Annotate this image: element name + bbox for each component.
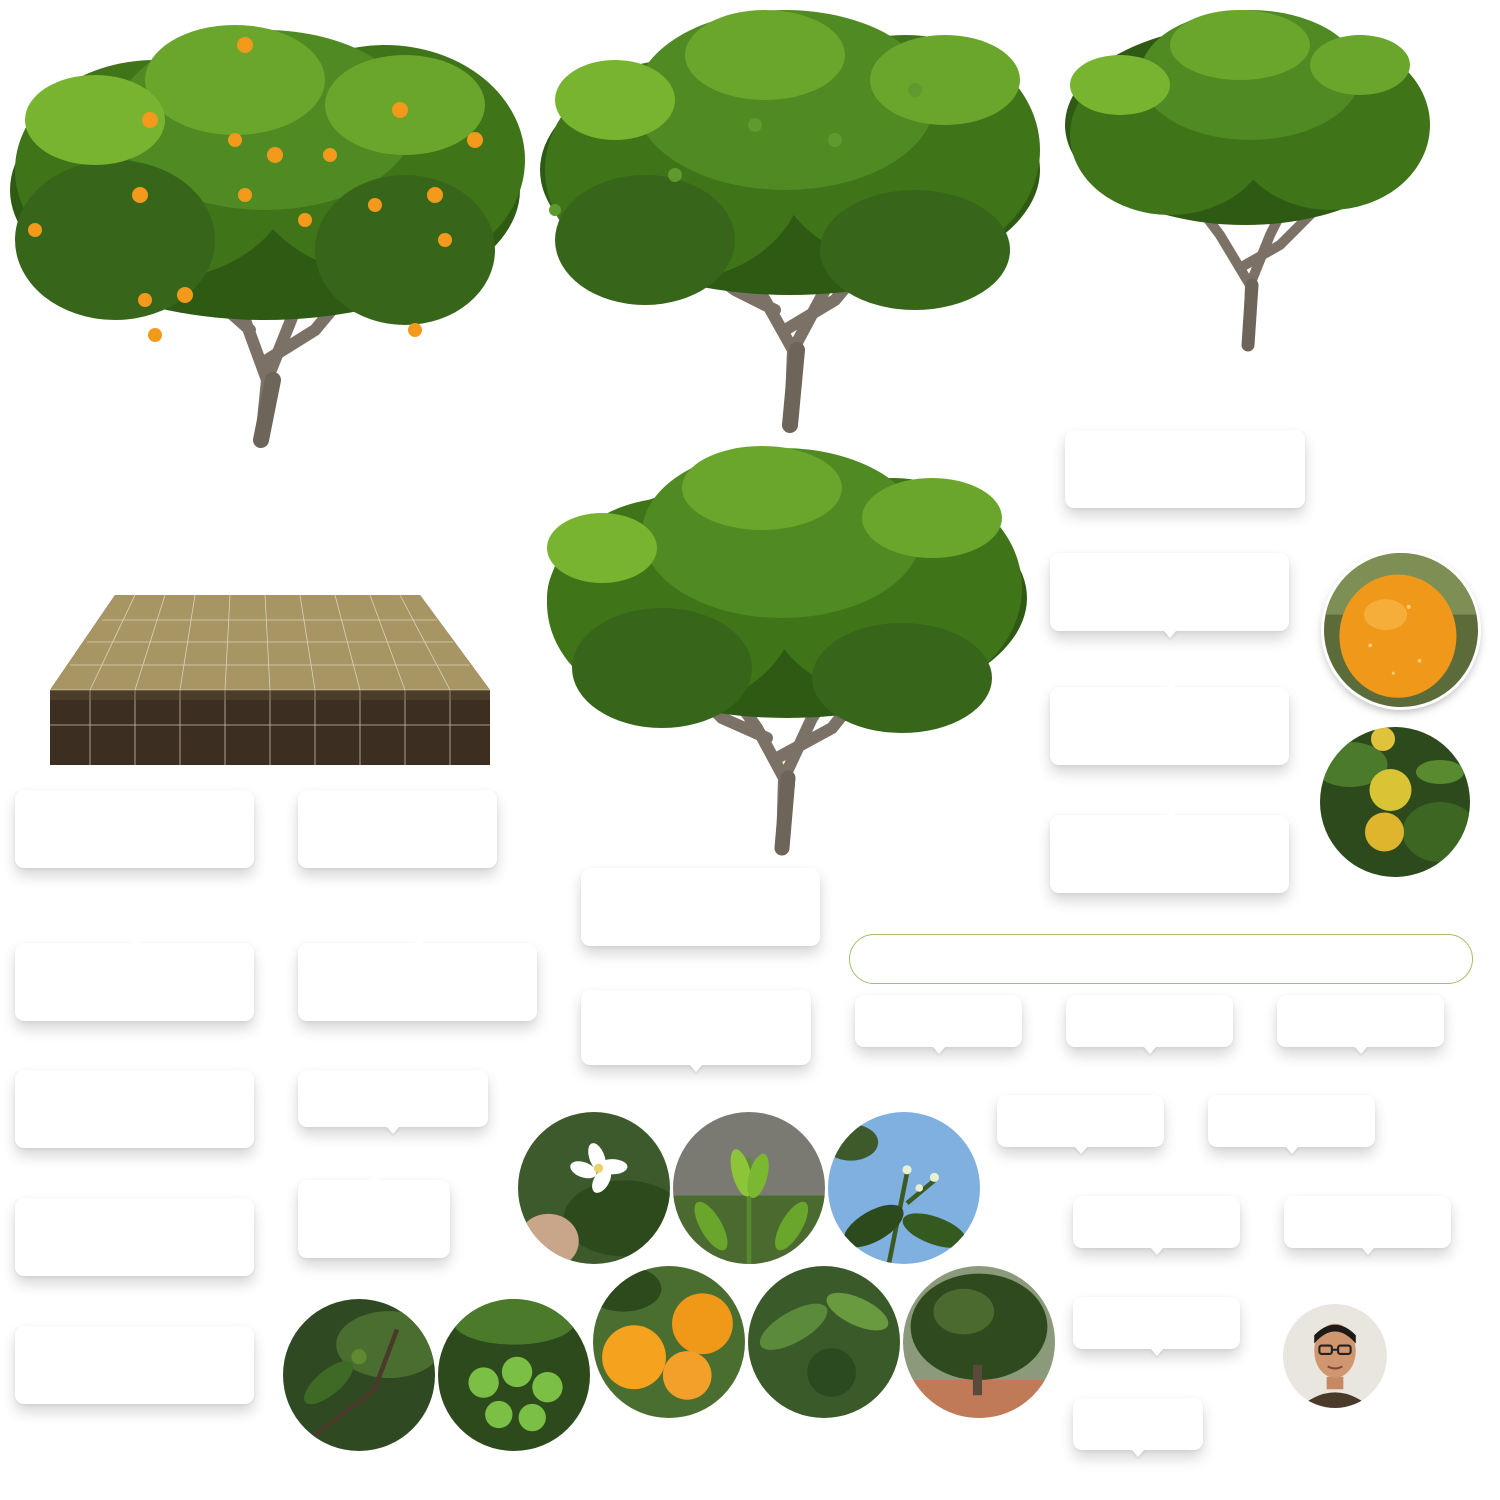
blossom-icon bbox=[518, 1112, 670, 1264]
info-card-small[interactable] bbox=[1066, 995, 1233, 1047]
info-card[interactable] bbox=[298, 1070, 488, 1127]
info-card-small[interactable] bbox=[997, 1095, 1164, 1147]
info-card[interactable] bbox=[298, 937, 537, 1021]
mature-tree-icon bbox=[903, 1266, 1055, 1418]
leaf-shoot-icon bbox=[673, 1112, 825, 1264]
yellow-oranges-icon bbox=[1320, 727, 1470, 877]
tree-green-fruit bbox=[535, 0, 1045, 433]
flower-bud-icon bbox=[828, 1112, 980, 1264]
green-young-fruits-photo[interactable] bbox=[438, 1299, 590, 1451]
ripe-orange-icon bbox=[593, 1266, 745, 1418]
info-card-small[interactable] bbox=[855, 995, 1022, 1047]
info-card-small[interactable] bbox=[1073, 1398, 1203, 1450]
info-card[interactable] bbox=[1065, 430, 1305, 508]
info-card[interactable] bbox=[581, 990, 811, 1065]
search-bar[interactable] bbox=[849, 934, 1473, 984]
info-card[interactable] bbox=[15, 1198, 254, 1276]
info-card[interactable] bbox=[15, 1326, 254, 1404]
info-card[interactable] bbox=[1050, 681, 1289, 765]
orange-fruit-icon bbox=[1324, 553, 1478, 707]
person-avatar-icon bbox=[1283, 1304, 1387, 1408]
tree-ripe-fruit bbox=[5, 10, 525, 448]
wet-orange-closeup-photo[interactable] bbox=[1324, 553, 1478, 707]
farmer-avatar[interactable] bbox=[1283, 1304, 1387, 1408]
orange-tree-with-ripe-fruit-icon bbox=[10, 25, 525, 448]
info-card-small[interactable] bbox=[1073, 1297, 1240, 1349]
soil-plot bbox=[25, 590, 495, 770]
info-card[interactable] bbox=[1050, 553, 1289, 631]
growing-orange-tree-icon bbox=[547, 446, 1027, 856]
orange-tree-with-green-fruit-icon bbox=[540, 10, 1040, 433]
ripe-oranges-photo[interactable] bbox=[593, 1266, 745, 1418]
info-card-small[interactable] bbox=[1284, 1196, 1451, 1248]
mature-tree-photo[interactable] bbox=[903, 1266, 1055, 1418]
info-card[interactable] bbox=[15, 1070, 254, 1148]
fruit-leaves-icon bbox=[748, 1266, 900, 1418]
green-fruit-icon bbox=[438, 1299, 590, 1451]
new-leaf-shoots-photo[interactable] bbox=[673, 1112, 825, 1264]
info-card[interactable] bbox=[298, 1174, 450, 1258]
fruit-among-leaves-photo[interactable] bbox=[748, 1266, 900, 1418]
info-card[interactable] bbox=[15, 937, 254, 1021]
info-card-small[interactable] bbox=[1208, 1095, 1375, 1147]
info-card[interactable] bbox=[15, 790, 254, 868]
info-card[interactable] bbox=[581, 868, 820, 946]
young-orange-tree-icon bbox=[1065, 10, 1430, 352]
flower-buds-sky-photo[interactable] bbox=[828, 1112, 980, 1264]
soil-plot-grid-icon bbox=[50, 594, 490, 765]
yellow-oranges-on-branch-photo[interactable] bbox=[1320, 727, 1470, 877]
fruit-set-icon bbox=[283, 1299, 435, 1451]
info-card[interactable] bbox=[298, 790, 497, 868]
info-card-small[interactable] bbox=[1073, 1196, 1240, 1248]
orange-blossom-photo[interactable] bbox=[518, 1112, 670, 1264]
tree-young bbox=[1060, 5, 1430, 352]
tree-growing bbox=[532, 438, 1032, 856]
info-card-small[interactable] bbox=[1277, 995, 1444, 1047]
info-card[interactable] bbox=[1050, 809, 1289, 893]
tiny-fruit-set-photo[interactable] bbox=[283, 1299, 435, 1451]
